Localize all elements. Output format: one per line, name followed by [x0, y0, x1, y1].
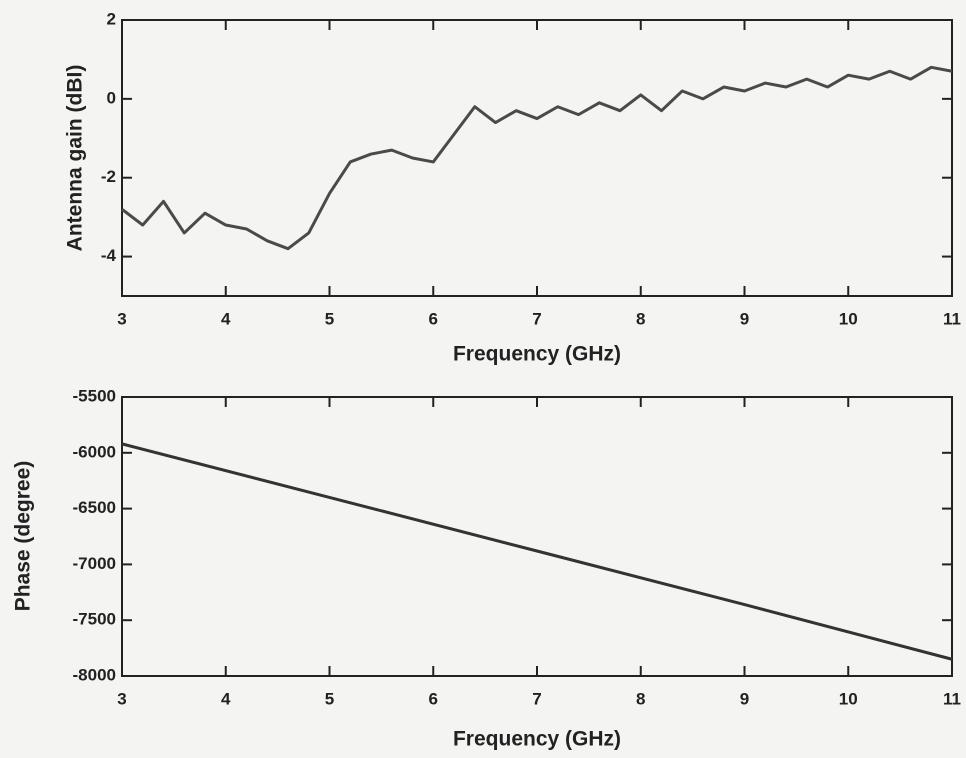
y-tick-label: -7000 — [73, 554, 116, 573]
y-tick-label: -5500 — [73, 386, 116, 405]
x-axis-label: Frequency (GHz) — [453, 728, 621, 751]
y-tick-label: -4 — [101, 246, 117, 265]
x-tick-label: 4 — [221, 309, 231, 328]
x-tick-label: 6 — [429, 689, 438, 708]
y-tick-label: -6000 — [73, 442, 116, 461]
y-tick-label: -6500 — [73, 498, 116, 517]
x-tick-label: 7 — [532, 689, 541, 708]
x-tick-label: 8 — [636, 309, 645, 328]
y-axis-label: Antenna gain (dBI) — [64, 65, 87, 252]
x-tick-label: 8 — [636, 689, 645, 708]
data-line — [121, 442, 953, 661]
y-tick-label: 0 — [107, 88, 116, 107]
plot-frame — [121, 396, 953, 677]
x-tick-label: 3 — [117, 309, 126, 328]
x-tick-label: 10 — [839, 689, 858, 708]
x-tick-label: 11 — [943, 309, 961, 328]
x-tick-label: 10 — [839, 309, 858, 328]
x-tick-label: 9 — [740, 309, 749, 328]
x-tick-label: 4 — [221, 689, 231, 708]
x-tick-label: 11 — [943, 689, 961, 708]
y-tick-label: -2 — [101, 167, 116, 186]
x-tick-label: 7 — [532, 309, 541, 328]
x-tick-label: 9 — [740, 689, 749, 708]
data-line — [121, 65, 953, 251]
x-tick-label: 5 — [325, 309, 334, 328]
y-tick-label: 2 — [107, 9, 116, 28]
y-tick-label: -8000 — [73, 665, 116, 684]
y-tick-label: -7500 — [73, 610, 116, 629]
x-tick-label: 6 — [429, 309, 438, 328]
plot-frame — [121, 19, 953, 297]
x-axis-label: Frequency (GHz) — [453, 343, 621, 366]
x-tick-label: 5 — [325, 689, 334, 708]
x-tick-label: 3 — [117, 689, 126, 708]
y-axis-label: Phase (degree) — [12, 461, 35, 612]
